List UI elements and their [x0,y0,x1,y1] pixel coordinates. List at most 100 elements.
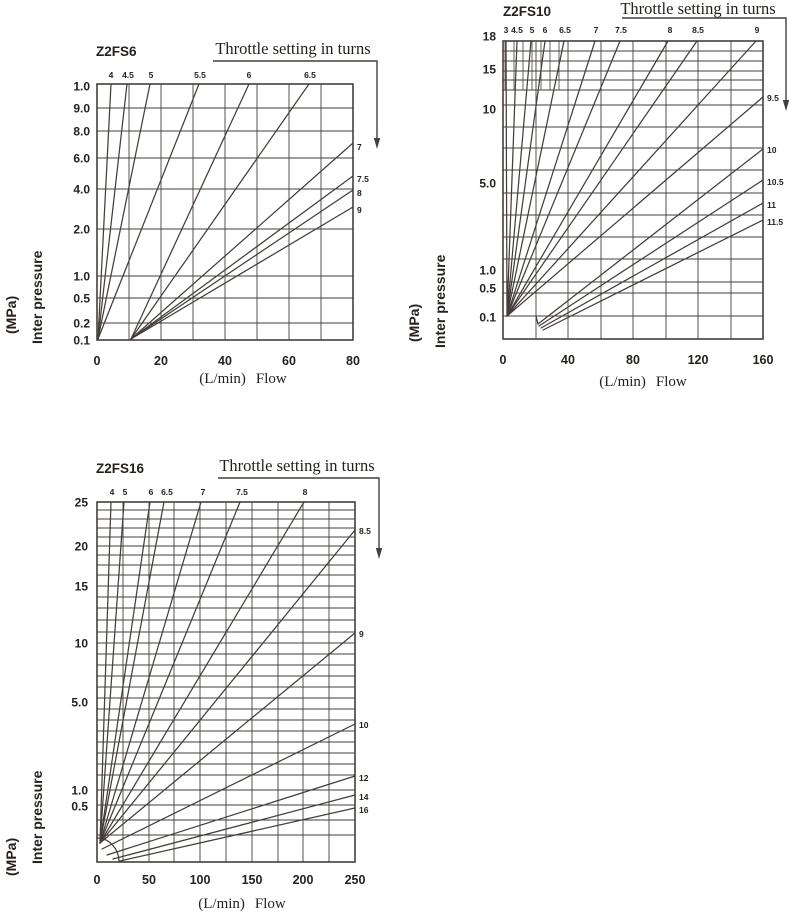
model-label: Z2FS6 [96,44,137,59]
heading-arrow-line [213,60,378,140]
curve-4 [99,501,112,844]
curve-label-6.5: 6.5 [304,70,316,80]
curve-label-3: 3 [504,25,509,35]
curve-label-8.5: 8.5 [359,526,371,536]
curve-label-10: 10 [359,720,369,730]
y-tick-label: 0.1 [73,334,90,348]
y-tick-label: 15 [75,580,89,594]
down-arrow-icon [373,138,381,149]
curve-6 [130,83,250,340]
curve-14 [112,794,356,860]
y-tick-label: 9.0 [73,102,90,116]
curve-label-9.5: 9.5 [767,93,779,103]
x-tick-label: 80 [346,354,360,368]
curve-7.5 [506,40,621,317]
chart-z2fs16: 4 5 6 6.5 7 7.5 8 8.5 9 10 12 14 16 25 20 15 10 5.0 1.0 0.5… [3,456,383,912]
x-tick-label: 20 [154,354,168,368]
curve-9.5 [506,96,764,317]
curve-8 [130,189,354,340]
x-axis-title: (L/min) Flow [599,374,687,390]
y-tick-label: 15 [483,63,497,77]
curve-10.5 [538,179,764,327]
curve-10 [537,148,764,325]
y-tick-label: 8.0 [73,125,90,139]
curve-7 [99,501,202,844]
heading-arrow-line [622,17,787,102]
curve-11 [540,202,764,329]
curve-6.5 [506,40,565,317]
x-tick-label: 40 [561,353,575,367]
curve-8.5 [99,529,356,844]
plot-border [96,501,356,863]
curve-label-7.5: 7.5 [357,174,369,184]
chart-z2fs6: 4 4.5 5 5.5 6 6.5 7 7.5 8 9 1.0 9.0 8.0 6.0 4.0 2.0 1.0 0… [3,39,381,387]
y-tick-label: 0.2 [73,317,90,331]
curve-label-7: 7 [594,25,599,35]
y-tick-label: 20 [75,540,89,554]
y-tick-label: 25 [75,496,89,510]
y-tick-label: 0.5 [71,800,88,814]
x-tick-label: 40 [218,354,232,368]
x-axis-title: (L/min) Flow [198,896,286,912]
curve-label-6: 6 [149,487,154,497]
y-tick-label: 4.0 [73,183,90,197]
x-tick-label: 80 [626,353,640,367]
heading-arrow-line [218,477,380,550]
y-axis-unit-label: (MPa) [3,296,19,334]
curve-6.5 [130,83,310,340]
curve-label-4.5: 4.5 [511,25,523,35]
y-tick-label: 0.5 [73,292,90,306]
curve-11.5 [542,219,764,331]
y-tick-label: 6.0 [73,152,90,166]
curve-10 [101,723,356,850]
curve-8 [506,40,669,317]
y-tick-label: 0.5 [479,282,496,296]
curve-connector [535,315,539,325]
curve-label-7: 7 [357,142,362,152]
y-tick-label: 5.0 [71,696,88,710]
x-tick-label: 150 [242,873,263,887]
curve-4.5 [506,40,518,317]
curve-label-9: 9 [755,25,760,35]
x-tick-label: 160 [753,353,774,367]
x-tick-label: 0 [94,354,101,368]
x-tick-label: 250 [345,873,366,887]
down-arrow-icon [375,548,383,559]
y-axis-name-label: Inter pressure [432,254,448,348]
x-tick-label: 0 [94,873,101,887]
curve-label-4: 4 [110,487,115,497]
x-tick-label: 100 [190,873,211,887]
curve-label-7.5: 7.5 [236,487,248,497]
curve-5 [99,501,125,844]
y-axis-unit-label: (MPa) [3,838,19,876]
curve-label-12: 12 [359,773,369,783]
curve-label-11: 11 [767,200,776,210]
curve-label-8: 8 [668,25,673,35]
throttle-heading: Throttle setting in turns [215,39,370,58]
x-tick-label: 0 [500,353,507,367]
curve-4.5 [97,83,128,340]
curve-label-11.5: 11.5 [767,217,783,227]
curve-label-5: 5 [149,70,154,80]
curve-label-14: 14 [359,792,369,802]
curve-label-9: 9 [357,205,362,215]
y-tick-label: 1.0 [73,80,90,94]
y-tick-label: 18 [483,30,497,44]
y-axis-unit-label: (MPa) [406,304,422,342]
throttle-heading: Throttle setting in turns [620,0,775,18]
curve-label-6.5: 6.5 [161,487,173,497]
curve-label-6: 6 [543,25,548,35]
y-tick-label: 10 [483,103,497,117]
x-tick-label: 60 [282,354,296,368]
curve-label-8.5: 8.5 [692,25,704,35]
model-label: Z2FS10 [503,4,551,19]
y-tick-label: 1.0 [479,264,496,278]
curve-3 [505,40,508,317]
plot-border [502,40,764,340]
y-axis-name-label: Inter pressure [29,770,45,864]
curve-16 [119,807,356,862]
curve-6.5 [99,501,165,844]
curve-9 [506,40,757,317]
